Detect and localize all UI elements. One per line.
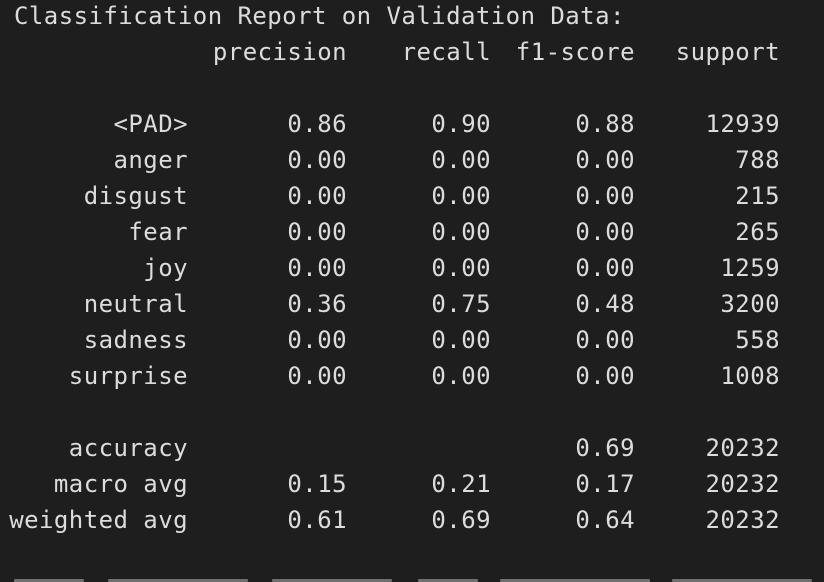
cell-recall: 0.90 [431, 110, 491, 138]
cell-f1-score: 0.00 [575, 254, 635, 282]
row-label: anger [113, 146, 188, 174]
row-label: fear [128, 218, 188, 246]
cell-recall: 0.00 [431, 218, 491, 246]
summary-f1-score: 0.17 [575, 470, 635, 498]
cell-support: 558 [735, 326, 780, 354]
summary-support: 20232 [705, 506, 780, 534]
header-support: support [675, 38, 780, 66]
cell-recall: 0.75 [431, 290, 491, 318]
cell-precision: 0.00 [287, 146, 347, 174]
summary-recall: 0.69 [431, 506, 491, 534]
row-label: neutral [83, 290, 188, 318]
cell-support: 12939 [705, 110, 780, 138]
cell-f1-score: 0.88 [575, 110, 635, 138]
cell-recall: 0.00 [431, 362, 491, 390]
row-label: disgust [83, 182, 188, 210]
summary-f1-score: 0.69 [575, 434, 635, 462]
cell-recall: 0.00 [431, 182, 491, 210]
summary-support: 20232 [705, 434, 780, 462]
cell-precision: 0.00 [287, 182, 347, 210]
summary-support: 20232 [705, 470, 780, 498]
row-label: <PAD> [113, 110, 188, 138]
cell-f1-score: 0.00 [575, 146, 635, 174]
truncated-text-fragment [418, 579, 478, 582]
cell-recall: 0.00 [431, 254, 491, 282]
cell-precision: 0.00 [287, 326, 347, 354]
cell-f1-score: 0.00 [575, 182, 635, 210]
row-label: surprise [68, 362, 188, 390]
summary-label: macro avg [53, 470, 188, 498]
cell-f1-score: 0.00 [575, 326, 635, 354]
summary-label: weighted avg [9, 506, 188, 534]
report-title: Classification Report on Validation Data… [14, 2, 625, 30]
truncated-text-fragment [14, 579, 84, 582]
summary-label: accuracy [68, 434, 188, 462]
cell-f1-score: 0.00 [575, 218, 635, 246]
cell-precision: 0.00 [287, 218, 347, 246]
cell-support: 265 [735, 218, 780, 246]
cell-support: 3200 [720, 290, 780, 318]
header-f1-score: f1-score [515, 38, 635, 66]
truncated-text-fragment [672, 579, 812, 582]
cell-precision: 0.86 [287, 110, 347, 138]
header-recall: recall [401, 38, 491, 66]
cell-precision: 0.36 [287, 290, 347, 318]
cell-recall: 0.00 [431, 326, 491, 354]
summary-precision: 0.15 [287, 470, 347, 498]
truncated-text-fragment [108, 579, 248, 582]
cell-f1-score: 0.00 [575, 362, 635, 390]
header-precision: precision [212, 38, 347, 66]
cell-support: 1008 [720, 362, 780, 390]
truncated-next-line [0, 573, 824, 582]
summary-f1-score: 0.64 [575, 506, 635, 534]
cell-precision: 0.00 [287, 254, 347, 282]
cell-f1-score: 0.48 [575, 290, 635, 318]
row-label: sadness [83, 326, 188, 354]
cell-support: 788 [735, 146, 780, 174]
row-label: joy [143, 254, 188, 282]
cell-recall: 0.00 [431, 146, 491, 174]
cell-support: 215 [735, 182, 780, 210]
truncated-text-fragment [272, 579, 392, 582]
cell-support: 1259 [720, 254, 780, 282]
summary-recall: 0.21 [431, 470, 491, 498]
truncated-text-fragment [500, 579, 650, 582]
summary-precision: 0.61 [287, 506, 347, 534]
cell-precision: 0.00 [287, 362, 347, 390]
